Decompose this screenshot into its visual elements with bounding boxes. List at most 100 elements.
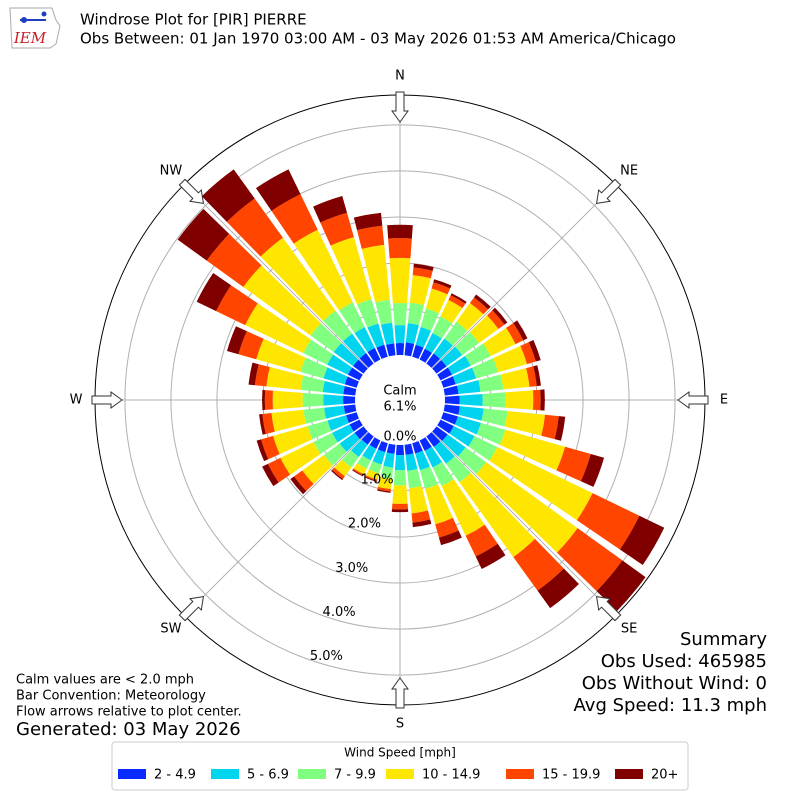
bar-segment xyxy=(346,412,359,423)
bar-segment xyxy=(196,273,232,312)
flow-arrow xyxy=(677,391,709,409)
grid-spoke xyxy=(203,431,369,597)
bar-segment xyxy=(271,409,306,432)
bar-segment xyxy=(419,437,432,451)
bar-segment xyxy=(377,489,391,493)
bar-segment xyxy=(394,325,406,344)
bar-segment xyxy=(425,288,448,314)
bar-segment xyxy=(262,413,275,434)
compass-label: NE xyxy=(620,163,638,178)
bar-segment xyxy=(323,443,347,466)
bar-segment xyxy=(323,310,353,342)
legend-label: 15 - 19.9 xyxy=(542,768,600,783)
ring-label: 5.0% xyxy=(310,649,343,664)
bar-segment xyxy=(354,426,368,440)
bar-segment xyxy=(440,299,463,324)
bar-segment xyxy=(313,195,348,223)
bar-segment xyxy=(441,346,463,367)
bar-segment xyxy=(442,434,466,457)
chart-subtitle: Obs Between: 01 Jan 1970 03:00 AM - 03 M… xyxy=(80,30,676,48)
bar-segment xyxy=(478,374,504,392)
ring-label: 3.0% xyxy=(335,561,368,576)
bar-segment xyxy=(452,367,477,385)
bar-segment xyxy=(419,466,438,489)
grid-spoke xyxy=(203,203,369,369)
bar-segment xyxy=(369,437,381,449)
bar-segment xyxy=(457,447,487,475)
bar-segment xyxy=(320,212,354,246)
bar-segment xyxy=(441,479,485,536)
bar-segment xyxy=(341,450,359,468)
bar-segment xyxy=(262,463,279,487)
bar-segment xyxy=(465,343,491,366)
bar-segment xyxy=(327,354,353,375)
bar-segment xyxy=(300,357,328,379)
bar-segment xyxy=(528,340,541,362)
bar-segment xyxy=(458,406,484,421)
bar-segment xyxy=(426,432,441,447)
bar-segment xyxy=(413,263,434,271)
bar-segment xyxy=(245,303,312,354)
bar-segment xyxy=(433,279,452,289)
bar-segment xyxy=(475,543,506,569)
bar-segment xyxy=(366,469,380,480)
bar-segment xyxy=(386,443,396,454)
legend: 2 - 4.9 5 - 6.9 7 - 9.9 10 - 14.9 15 - 19.9 2… xyxy=(118,768,678,783)
bar-segment xyxy=(455,332,480,356)
bar-segment xyxy=(375,299,393,325)
calm-value: 6.1% xyxy=(383,400,416,415)
bar-segment xyxy=(262,389,266,411)
bar-segment xyxy=(313,432,338,455)
legend-label: 7 - 9.9 xyxy=(334,768,376,783)
bar-segment xyxy=(259,413,266,435)
bar-segment xyxy=(424,446,443,468)
bar-segment xyxy=(576,493,640,550)
bar-segment xyxy=(362,444,377,461)
bar-segment xyxy=(261,435,280,460)
bar-segment xyxy=(404,443,414,455)
compass-label: S xyxy=(396,717,404,732)
bar-segment xyxy=(343,404,357,414)
bar-segment xyxy=(323,367,348,385)
bar-segment xyxy=(476,422,506,445)
bar-segment xyxy=(526,366,537,387)
legend-label: 5 - 6.9 xyxy=(247,768,289,783)
bar-segment xyxy=(260,237,336,321)
legend-box xyxy=(111,741,689,791)
bar-segment xyxy=(415,450,430,471)
bar-segment xyxy=(408,486,428,514)
legend-swatch xyxy=(506,769,534,779)
bar-segment xyxy=(456,303,484,331)
bar-segment xyxy=(473,294,491,310)
bar-segment xyxy=(554,416,566,441)
calm-circle xyxy=(355,355,445,445)
bar-segment xyxy=(300,375,325,393)
bar-segment xyxy=(447,355,471,375)
bar-segment xyxy=(533,365,541,387)
bar-segment xyxy=(489,447,593,521)
bar-segment xyxy=(361,244,390,303)
bar-segment xyxy=(392,303,408,326)
bar-segment xyxy=(394,454,406,471)
bar-segment xyxy=(504,410,546,436)
bar-segment xyxy=(500,368,530,390)
flow-arrow xyxy=(391,91,409,123)
flow-arrow xyxy=(391,677,409,709)
bar-segment xyxy=(386,343,396,357)
bar-segment xyxy=(407,469,422,489)
bar-segment xyxy=(389,257,411,304)
bar-segment xyxy=(343,395,356,405)
bar-segment xyxy=(334,459,352,477)
flow-arrow xyxy=(178,595,205,622)
bar-segment xyxy=(457,380,481,395)
bar-segment xyxy=(376,344,388,359)
bar-segment xyxy=(254,364,270,387)
bar-segment xyxy=(344,376,359,388)
bar-segment xyxy=(425,484,453,525)
ring-label: 4.0% xyxy=(323,605,356,620)
bar-segment xyxy=(372,449,386,465)
bar-segment xyxy=(532,389,541,411)
summary-title: Summary xyxy=(680,629,767,650)
